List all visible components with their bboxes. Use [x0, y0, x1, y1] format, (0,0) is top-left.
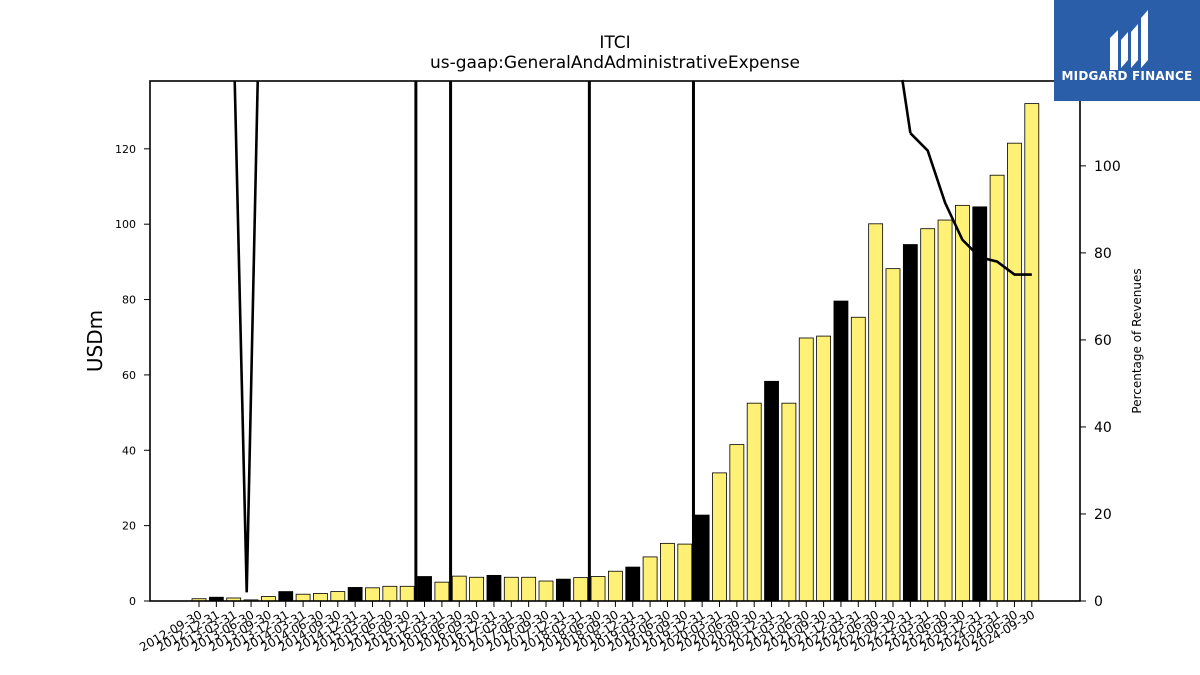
chart-title: ITCI [599, 33, 630, 53]
y-tick-label: 60 [122, 369, 136, 382]
y-tick-label: 120 [115, 143, 136, 156]
chart-subtitle: us-gaap:GeneralAndAdministrativeExpense [430, 53, 800, 73]
x-axis: 2012-09-302012-12-312013-03-312013-06-30… [137, 601, 1037, 654]
bar [313, 593, 328, 602]
bar [555, 578, 571, 602]
bar [625, 566, 641, 602]
y2-tick-label: 60 [1094, 333, 1112, 349]
bar [451, 575, 467, 602]
bar [538, 580, 554, 602]
bar [365, 587, 380, 602]
bar [868, 223, 884, 602]
percentage-line-segment [901, 79, 912, 134]
y-tick-label: 80 [122, 294, 136, 307]
bar [816, 335, 831, 602]
bar [885, 268, 901, 602]
bar [347, 587, 363, 602]
bar [937, 219, 953, 602]
bar [833, 300, 849, 602]
bar [573, 577, 589, 602]
bar [850, 316, 866, 602]
y-axis-label: USDm [83, 310, 107, 372]
bar [694, 514, 710, 602]
y-axis-left: 0 20 40 60 80 100 120 [115, 143, 150, 608]
y2-tick-label: 0 [1094, 594, 1103, 610]
bar-series [191, 103, 1040, 602]
bar [382, 585, 398, 602]
bar [729, 444, 745, 602]
bar [399, 585, 415, 602]
bar [330, 591, 346, 602]
bar [521, 576, 537, 602]
bar [417, 576, 432, 602]
bar [1024, 103, 1040, 602]
y-axis-right: 0 20 40 60 80 100 [1080, 159, 1121, 610]
bar [781, 402, 797, 602]
bar [434, 581, 450, 602]
y-tick-label: 40 [122, 444, 136, 457]
bar [955, 204, 970, 602]
bar [764, 380, 779, 602]
percentage-line-segment [909, 132, 1032, 276]
bar [486, 574, 502, 602]
y-tick-label: 20 [122, 520, 136, 533]
bar [278, 591, 294, 602]
bar [677, 543, 693, 602]
y2-axis-label: Percentage of Revenues [1130, 268, 1144, 413]
y-tick-label: 0 [129, 595, 136, 608]
bar [989, 174, 1005, 602]
bar [798, 337, 814, 602]
brand-name: MIDGARD FINANCE [1061, 69, 1193, 83]
bar [920, 228, 936, 602]
bar [902, 244, 918, 602]
y2-tick-label: 100 [1094, 159, 1121, 175]
bar [608, 570, 623, 602]
midgard-finance-logo: MIDGARD FINANCE [1054, 0, 1200, 101]
bar [295, 593, 311, 602]
y2-tick-label: 80 [1094, 246, 1112, 262]
bar [642, 556, 658, 602]
bar [972, 206, 988, 602]
y-tick-label: 100 [115, 218, 136, 231]
percentage-spike [233, 80, 260, 593]
bar [746, 402, 762, 602]
bar [1007, 142, 1022, 602]
bar [712, 472, 727, 602]
y2-tick-label: 40 [1094, 420, 1112, 436]
percentage-line [233, 79, 1032, 601]
midgard-logo-icon [1110, 10, 1148, 70]
bar [503, 576, 519, 602]
y2-tick-label: 20 [1094, 507, 1112, 523]
bar [660, 542, 675, 602]
bar [590, 576, 606, 602]
bar [469, 576, 485, 602]
